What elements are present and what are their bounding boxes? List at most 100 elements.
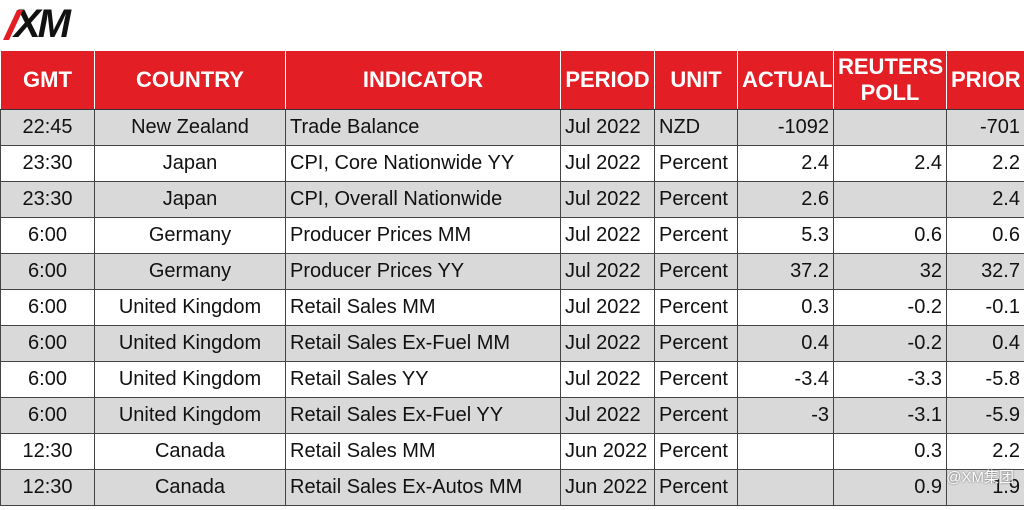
table-cell: Producer Prices MM: [285, 217, 561, 254]
table-cell: 2.4: [946, 181, 1024, 218]
table-cell: Japan: [94, 145, 286, 182]
table-cell: Jul 2022: [560, 325, 655, 362]
table-cell: 32: [833, 253, 947, 290]
table-cell: Percent: [654, 145, 738, 182]
table-cell: Percent: [654, 469, 738, 506]
table-cell: Retail Sales Ex-Fuel YY: [285, 397, 561, 434]
table-row: 6:00 Germany Producer Prices YY Jul 2022 Per…: [0, 253, 1024, 290]
table-cell: -3.1: [833, 397, 947, 434]
table-cell: 22:45: [0, 109, 95, 146]
table-cell: 6:00: [0, 217, 95, 254]
table-cell: Percent: [654, 181, 738, 218]
table-cell: [737, 433, 834, 470]
table-cell: Canada: [94, 433, 286, 470]
table-row: 22:45 New Zealand Trade Balance Jul 2022 NZD…: [0, 109, 1024, 146]
table-row: 12:30 Canada Retail Sales Ex-Autos MM Jun 2…: [0, 469, 1024, 506]
table-row: 6:00 United Kingdom Retail Sales MM Jul 202…: [0, 289, 1024, 326]
table-cell: Jul 2022: [560, 289, 655, 326]
table-cell: United Kingdom: [94, 325, 286, 362]
calendar-table: GMT COUNTRY INDICATOR PERIOD UNIT ACTUAL REUTE…: [0, 50, 1024, 506]
table-cell: 6:00: [0, 289, 95, 326]
table-cell: 0.4: [737, 325, 834, 362]
table-cell: Percent: [654, 361, 738, 398]
table-cell: Retail Sales MM: [285, 433, 561, 470]
table-cell: [737, 469, 834, 506]
table-cell: United Kingdom: [94, 397, 286, 434]
table-cell: NZD: [654, 109, 738, 146]
table-cell: 6:00: [0, 397, 95, 434]
table-cell: 6:00: [0, 361, 95, 398]
table-cell: [833, 181, 947, 218]
table-cell: 6:00: [0, 325, 95, 362]
column-header: REUTERS POLL: [833, 50, 947, 110]
column-header: COUNTRY: [94, 50, 286, 110]
table-cell: Percent: [654, 253, 738, 290]
table-cell: 5.3: [737, 217, 834, 254]
table-cell: Retail Sales MM: [285, 289, 561, 326]
table-cell: United Kingdom: [94, 361, 286, 398]
table-cell: 6:00: [0, 253, 95, 290]
table-cell: 0.3: [737, 289, 834, 326]
table-cell: 23:30: [0, 145, 95, 182]
table-cell: Trade Balance: [285, 109, 561, 146]
table-cell: 2.2: [946, 145, 1024, 182]
table-cell: United Kingdom: [94, 289, 286, 326]
table-cell: -0.2: [833, 289, 947, 326]
table-cell: -5.9: [946, 397, 1024, 434]
column-header: INDICATOR: [285, 50, 561, 110]
table-row: 12:30 Canada Retail Sales MM Jun 2022 Percen…: [0, 433, 1024, 470]
table-row: 23:30 Japan CPI, Core Nationwide YY Jul 202…: [0, 145, 1024, 182]
table-cell: 1.9: [946, 469, 1024, 506]
table-cell: 2.6: [737, 181, 834, 218]
table-cell: Percent: [654, 289, 738, 326]
table-cell: Germany: [94, 217, 286, 254]
table-row: 23:30 Japan CPI, Overall Nationwide Jul 202…: [0, 181, 1024, 218]
table-cell: Jul 2022: [560, 145, 655, 182]
table-cell: Percent: [654, 217, 738, 254]
table-cell: New Zealand: [94, 109, 286, 146]
table-cell: Jul 2022: [560, 397, 655, 434]
column-header: PERIOD: [560, 50, 655, 110]
table-cell: -0.1: [946, 289, 1024, 326]
table-cell: 12:30: [0, 433, 95, 470]
watermark: @XM集团: [946, 469, 1014, 486]
table-cell: Jun 2022: [560, 469, 655, 506]
table-cell: Japan: [94, 181, 286, 218]
table-cell: 0.6: [946, 217, 1024, 254]
table-cell: Canada: [94, 469, 286, 506]
table-cell: Jul 2022: [560, 109, 655, 146]
table-cell: -1092: [737, 109, 834, 146]
table-cell: Retail Sales Ex-Autos MM: [285, 469, 561, 506]
table-cell: Jul 2022: [560, 253, 655, 290]
table-cell: 12:30: [0, 469, 95, 506]
table-cell: Germany: [94, 253, 286, 290]
table-cell: CPI, Overall Nationwide: [285, 181, 561, 218]
table-cell: [833, 109, 947, 146]
table-body: 22:45 New Zealand Trade Balance Jul 2022 NZD…: [0, 109, 1024, 506]
table-cell: 2.4: [833, 145, 947, 182]
table-cell: Percent: [654, 433, 738, 470]
table-cell: 0.3: [833, 433, 947, 470]
table-cell: 0.9: [833, 469, 947, 506]
table-cell: 0.4: [946, 325, 1024, 362]
table-cell: 0.6: [833, 217, 947, 254]
table-cell: 32.7: [946, 253, 1024, 290]
table-cell: -3: [737, 397, 834, 434]
table-cell: -3.4: [737, 361, 834, 398]
table-cell: Percent: [654, 397, 738, 434]
table-cell: 2.4: [737, 145, 834, 182]
column-header: GMT: [0, 50, 95, 110]
table-cell: Retail Sales YY: [285, 361, 561, 398]
table-row: 6:00 United Kingdom Retail Sales YY Jul 202…: [0, 361, 1024, 398]
header-row: GMT COUNTRY INDICATOR PERIOD UNIT ACTUAL REUTE…: [0, 50, 1024, 110]
table-cell: -5.8: [946, 361, 1024, 398]
table-cell: -701: [946, 109, 1024, 146]
table-row: 6:00 United Kingdom Retail Sales Ex-Fuel M…: [0, 325, 1024, 362]
table-cell: Jul 2022: [560, 361, 655, 398]
table-cell: Jul 2022: [560, 181, 655, 218]
table-row: 6:00 United Kingdom Retail Sales Ex-Fuel Y…: [0, 397, 1024, 434]
table-cell: 2.2: [946, 433, 1024, 470]
table-cell: Percent: [654, 325, 738, 362]
table-cell: Jun 2022: [560, 433, 655, 470]
